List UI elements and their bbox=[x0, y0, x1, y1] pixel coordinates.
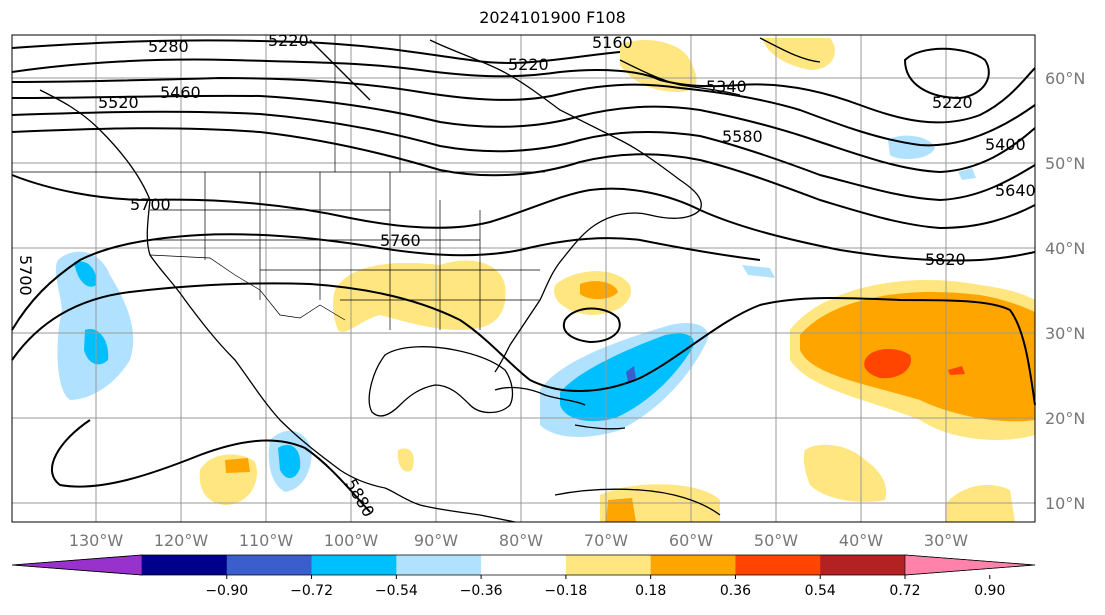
colorbar-extend-high bbox=[904, 554, 1036, 576]
warm-anomaly-south-america-core bbox=[606, 498, 636, 522]
height-contours bbox=[11, 39, 1036, 513]
contour-label: 5400 bbox=[985, 135, 1026, 154]
contour-label: 5280 bbox=[148, 37, 189, 56]
anomaly-shading bbox=[55, 38, 1035, 522]
colorbar-tick-label: 0.54 bbox=[805, 583, 836, 599]
colorbar: −0.90 −0.72 −0.54 −0.36 −0.18 0.18 0.36 0.54 0.7… bbox=[11, 554, 1036, 599]
colorbar-tick-label: 0.90 bbox=[974, 583, 1005, 599]
colorbar-segment bbox=[396, 555, 482, 575]
warm-anomaly-south-us bbox=[333, 260, 506, 333]
warm-anomaly-core bbox=[800, 291, 1035, 422]
colorbar-tick-label: 0.72 bbox=[889, 583, 920, 599]
contour-label: 5220 bbox=[932, 93, 973, 112]
colorbar-extend-low bbox=[11, 554, 143, 576]
colorbar-segment bbox=[735, 555, 821, 575]
lon-label: 130°W bbox=[69, 531, 124, 550]
colorbar-segment bbox=[650, 555, 736, 575]
cool-anomaly-max bbox=[626, 366, 636, 382]
contour-label: 5160 bbox=[592, 33, 633, 52]
contour-label: 5460 bbox=[160, 83, 201, 102]
lon-label: 120°W bbox=[154, 531, 209, 550]
warm-anomaly-labrador bbox=[620, 40, 697, 92]
contour-label: 5220 bbox=[508, 55, 549, 74]
colorbar-segment bbox=[311, 555, 397, 575]
cool-anomaly-pacific-core-1 bbox=[74, 261, 97, 287]
warm-anomaly-mexico-pacific-core bbox=[225, 458, 250, 473]
latitude-labels: 60°N 50°N 40°N 30°N 20°N 10°N bbox=[1045, 69, 1085, 513]
lon-label: 90°W bbox=[414, 531, 458, 550]
lat-label: 60°N bbox=[1045, 69, 1085, 88]
colorbar-tick-label: 0.18 bbox=[635, 583, 666, 599]
cool-anomaly-mid-atlantic bbox=[742, 265, 775, 278]
lon-label: 40°W bbox=[839, 531, 883, 550]
warm-anomaly-central-atlantic bbox=[803, 444, 887, 502]
contour-label: 5640 bbox=[995, 181, 1036, 200]
lon-label: 70°W bbox=[584, 531, 628, 550]
map-frame bbox=[11, 34, 1036, 523]
colorbar-tick-label: −0.72 bbox=[290, 583, 333, 599]
longitude-labels: 130°W 120°W 110°W 100°W 90°W 80°W 70°W 6… bbox=[69, 531, 968, 550]
colorbar-outline bbox=[11, 554, 1036, 576]
lon-label: 100°W bbox=[324, 531, 379, 550]
colorbar-segment bbox=[142, 555, 228, 575]
lon-label: 30°W bbox=[924, 531, 968, 550]
warm-anomaly-max-2 bbox=[948, 366, 965, 375]
lat-label: 20°N bbox=[1045, 409, 1085, 428]
contour-label: 5220 bbox=[268, 31, 309, 50]
contour-label: 5700 bbox=[16, 255, 35, 296]
colorbar-segment bbox=[565, 555, 652, 575]
warm-anomaly-max bbox=[864, 348, 911, 379]
colorbar-tick-label: −0.54 bbox=[375, 583, 418, 599]
warm-anomaly-guatemala bbox=[397, 448, 414, 472]
lon-label: 50°W bbox=[754, 531, 798, 550]
map-background bbox=[12, 35, 1035, 522]
map-title: 2024101900 F108 bbox=[479, 8, 626, 27]
contour-label: 5580 bbox=[722, 127, 763, 146]
contour-label: 5700 bbox=[130, 195, 171, 214]
lon-label: 60°W bbox=[669, 531, 713, 550]
cool-anomaly-small bbox=[958, 168, 976, 180]
lon-label: 80°W bbox=[499, 531, 543, 550]
colorbar-tick-label: −0.18 bbox=[544, 583, 587, 599]
lat-label: 30°N bbox=[1045, 324, 1085, 343]
cool-anomaly-core bbox=[560, 333, 694, 422]
contour-label: 5340 bbox=[706, 77, 747, 96]
cool-anomaly-pacific bbox=[55, 251, 134, 400]
graticule bbox=[12, 35, 1035, 522]
warm-anomaly-atlantic-coast-core bbox=[580, 281, 618, 300]
colorbar-segment bbox=[226, 555, 313, 575]
lat-label: 50°N bbox=[1045, 154, 1085, 173]
colorbar-segment bbox=[481, 555, 567, 575]
colorbar-tick-label: −0.36 bbox=[460, 583, 503, 599]
contour-label: 5820 bbox=[925, 250, 966, 269]
colorbar-tick-label: −0.90 bbox=[205, 583, 248, 599]
cool-anomaly-mexico-core bbox=[278, 444, 301, 479]
colorbar-segment bbox=[820, 555, 906, 575]
lon-label: 110°W bbox=[239, 531, 294, 550]
contour-label: 5760 bbox=[380, 231, 421, 250]
contour-label: 5520 bbox=[98, 93, 139, 112]
lat-label: 40°N bbox=[1045, 239, 1085, 258]
lat-label: 10°N bbox=[1045, 494, 1085, 513]
colorbar-tick-label: 0.36 bbox=[720, 583, 751, 599]
